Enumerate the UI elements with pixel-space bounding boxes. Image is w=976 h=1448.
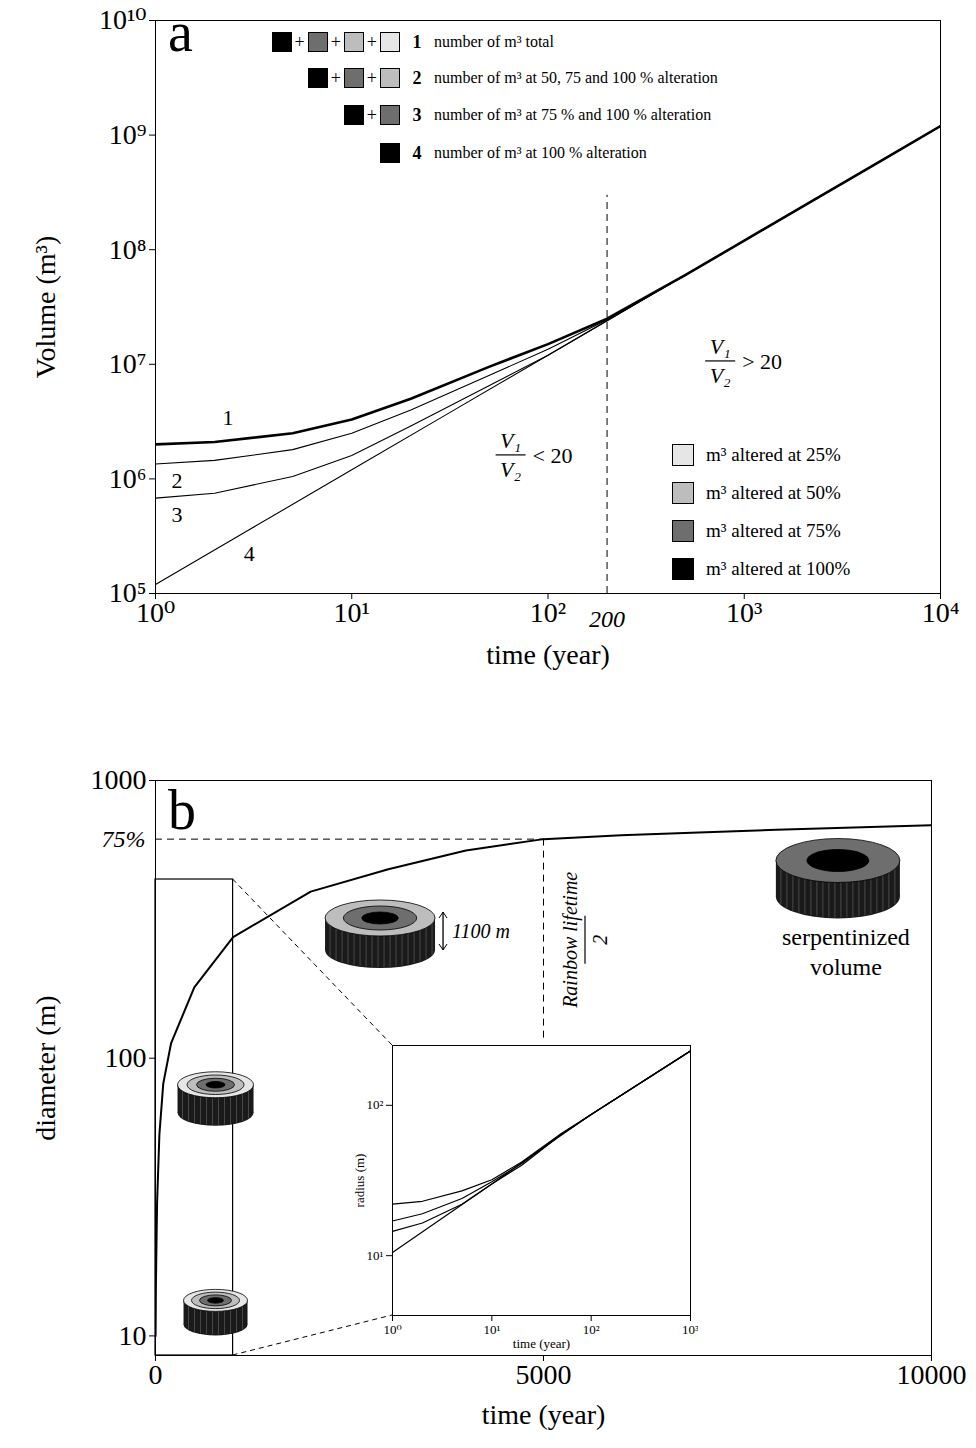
svg-text:10³: 10³ [726,597,762,628]
svg-text:10⁴: 10⁴ [922,597,960,628]
svg-text:10000: 10000 [897,1359,967,1390]
svg-text:1: 1 [223,405,234,430]
svg-text:75%: 75% [102,826,146,852]
svg-text:0: 0 [149,1359,163,1390]
svg-text:time (year): time (year) [513,1336,570,1351]
svg-text:10⁰: 10⁰ [136,597,175,628]
svg-text:5000: 5000 [516,1359,572,1390]
html-text:a: a [168,1,193,63]
svg-text:10²: 10² [367,1097,384,1112]
svg-text:10³: 10³ [682,1322,698,1337]
html-text:m³ altered at 50%: m³ altered at 50% [706,482,841,503]
svg-text:10⁹: 10⁹ [109,119,147,150]
svg-text:< 20: < 20 [533,443,573,468]
svg-text:volume: volume [810,954,882,980]
html-text:number of m³ at 75 % and 100 %: number of m³ at 75 % and 100 % alteratio… [434,106,712,123]
html-text:m³ altered at 100%: m³ altered at 100% [706,558,851,579]
svg-text:10²: 10² [583,1322,600,1337]
html-text:1: 1 [412,31,422,52]
svg-text:10: 10 [119,1320,147,1351]
svg-text:diameter (m): diameter (m) [30,995,61,1140]
svg-text:1100 m: 1100 m [452,920,510,942]
svg-text:time (year): time (year) [482,1399,606,1430]
svg-text:V₂: V₂ [710,363,731,388]
svg-text:Volume (m³): Volume (m³) [30,236,61,378]
svg-text:10¹: 10¹ [334,597,370,628]
svg-text:10¹: 10¹ [483,1322,500,1337]
svg-text:V₁: V₁ [500,428,521,453]
svg-text:10⁰: 10⁰ [383,1322,401,1337]
svg-text:4: 4 [244,541,255,566]
html-text:number of m³ at 100 % alterati: number of m³ at 100 % alteration [434,144,647,161]
svg-text:10¹: 10¹ [367,1248,384,1263]
svg-text:10⁵: 10⁵ [108,577,147,609]
html-text:3: 3 [412,104,422,125]
svg-text:Rainbow lifetime: Rainbow lifetime [559,872,582,1009]
svg-text:10⁷: 10⁷ [109,348,147,379]
svg-text:radius (m): radius (m) [352,1154,367,1208]
html-text:number of m³ at 50, 75 and 100: number of m³ at 50, 75 and 100 % alterat… [434,69,718,86]
svg-text:100: 100 [105,1042,147,1073]
svg-text:serpentinized: serpentinized [782,924,910,950]
svg-text:3: 3 [172,502,183,527]
svg-text:10²: 10² [530,597,566,628]
svg-text:> 20: > 20 [742,349,782,374]
svg-text:10¹⁰: 10¹⁰ [99,4,147,35]
svg-text:10⁸: 10⁸ [109,234,147,265]
html-text:4: 4 [412,142,422,163]
html-text:b: b [168,779,196,841]
html-text:m³ altered at 25%: m³ altered at 25% [706,444,841,465]
svg-text:time (year): time (year) [486,639,610,670]
svg-text:1000: 1000 [91,764,147,795]
svg-text:200: 200 [589,606,625,632]
svg-text:V₂: V₂ [500,457,521,482]
html-text:m³ altered at 75%: m³ altered at 75% [706,520,841,541]
svg-text:2: 2 [172,468,183,493]
svg-text:V₁: V₁ [710,334,731,359]
html-text:2: 2 [412,67,422,88]
svg-text:10⁶: 10⁶ [109,463,147,494]
svg-text:2: 2 [589,935,611,945]
html-text:number of m³ total: number of m³ total [434,33,554,50]
